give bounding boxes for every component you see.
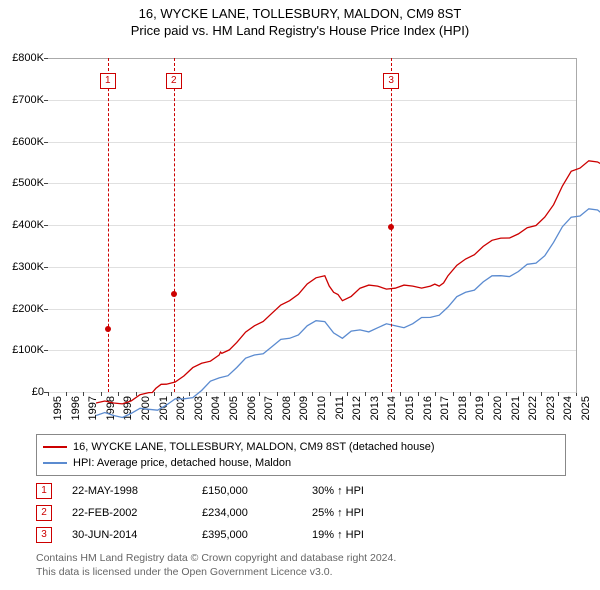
event-vline-2 bbox=[174, 58, 175, 392]
event-label-2: 2 bbox=[166, 73, 182, 89]
sale-date: 30-JUN-2014 bbox=[72, 529, 202, 541]
x-tick-label: 1996 bbox=[70, 396, 82, 420]
event-vline-1 bbox=[108, 58, 109, 392]
legend-row: HPI: Average price, detached house, Mald… bbox=[43, 455, 559, 471]
sale-price: £150,000 bbox=[202, 485, 312, 497]
sale-pct-vs-hpi: 19% ↑ HPI bbox=[312, 529, 412, 541]
series-hpi bbox=[96, 209, 600, 418]
legend-text: HPI: Average price, detached house, Mald… bbox=[73, 457, 291, 469]
y-tick-label: £100K bbox=[12, 344, 44, 356]
y-tick-label: £700K bbox=[12, 94, 44, 106]
legend-swatch bbox=[43, 446, 67, 448]
footer-line-1: Contains HM Land Registry data © Crown c… bbox=[36, 552, 396, 566]
title-block: 16, WYCKE LANE, TOLLESBURY, MALDON, CM9 … bbox=[0, 0, 600, 38]
footer-attribution: Contains HM Land Registry data © Crown c… bbox=[36, 552, 396, 579]
footer-line-2: This data is licensed under the Open Gov… bbox=[36, 566, 396, 580]
line-chart-svg bbox=[96, 117, 600, 451]
event-label-3: 3 bbox=[383, 73, 399, 89]
y-tick-label: £300K bbox=[12, 261, 44, 273]
sale-row: 2 22-FEB-2002 £234,000 25% ↑ HPI bbox=[36, 502, 412, 524]
sale-row: 3 30-JUN-2014 £395,000 19% ↑ HPI bbox=[36, 524, 412, 546]
chart-container: 16, WYCKE LANE, TOLLESBURY, MALDON, CM9 … bbox=[0, 0, 600, 590]
y-tick-label: £0 bbox=[32, 386, 44, 398]
legend-swatch bbox=[43, 462, 67, 464]
sale-marker-3: 3 bbox=[36, 527, 52, 543]
sale-price: £234,000 bbox=[202, 507, 312, 519]
title-main: 16, WYCKE LANE, TOLLESBURY, MALDON, CM9 … bbox=[0, 6, 600, 21]
sale-date: 22-FEB-2002 bbox=[72, 507, 202, 519]
sale-marker-2: 2 bbox=[36, 505, 52, 521]
y-tick-label: £200K bbox=[12, 303, 44, 315]
plot-area bbox=[48, 58, 577, 393]
title-sub: Price paid vs. HM Land Registry's House … bbox=[0, 23, 600, 38]
y-tick-label: £500K bbox=[12, 177, 44, 189]
sale-row: 1 22-MAY-1998 £150,000 30% ↑ HPI bbox=[36, 480, 412, 502]
sale-price: £395,000 bbox=[202, 529, 312, 541]
sale-marker-1: 1 bbox=[36, 483, 52, 499]
y-tick-label: £600K bbox=[12, 136, 44, 148]
y-tick-label: £800K bbox=[12, 52, 44, 64]
legend: 16, WYCKE LANE, TOLLESBURY, MALDON, CM9 … bbox=[36, 434, 566, 476]
event-label-1: 1 bbox=[100, 73, 116, 89]
sale-date: 22-MAY-1998 bbox=[72, 485, 202, 497]
series-price_paid bbox=[96, 161, 600, 404]
y-tick-label: £400K bbox=[12, 219, 44, 231]
legend-row: 16, WYCKE LANE, TOLLESBURY, MALDON, CM9 … bbox=[43, 439, 559, 455]
sale-pct-vs-hpi: 25% ↑ HPI bbox=[312, 507, 412, 519]
sales-table: 1 22-MAY-1998 £150,000 30% ↑ HPI 2 22-FE… bbox=[36, 480, 412, 546]
legend-text: 16, WYCKE LANE, TOLLESBURY, MALDON, CM9 … bbox=[73, 441, 435, 453]
sale-pct-vs-hpi: 30% ↑ HPI bbox=[312, 485, 412, 497]
x-tick-label: 1995 bbox=[52, 396, 64, 420]
